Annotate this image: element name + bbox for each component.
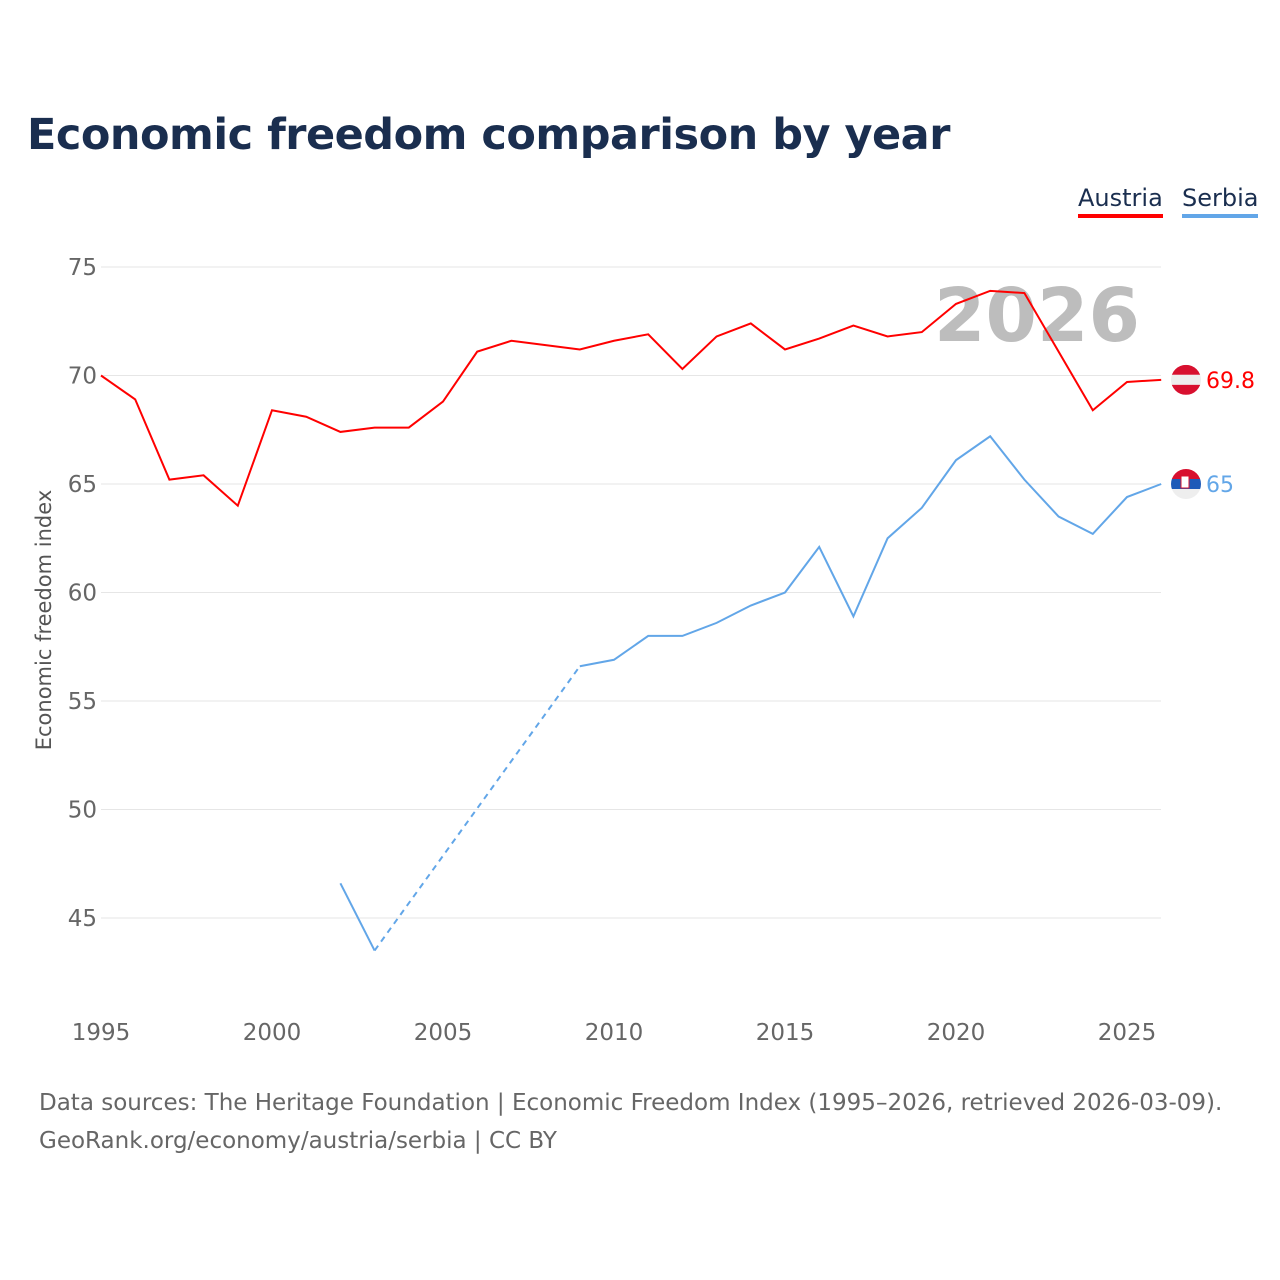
- flag-stripe: [1171, 384, 1201, 395]
- series-line-serbia: [579, 434, 1162, 668]
- legend-austria[interactable]: Austria: [1078, 184, 1163, 218]
- flag-austria-icon: [1171, 364, 1201, 395]
- y-tick-label: 45: [68, 906, 97, 932]
- series-line-serbia: [339, 882, 376, 952]
- flag-stripe: [1171, 374, 1201, 385]
- x-tick-label: 1995: [72, 1020, 131, 1046]
- flag-stripe: [1171, 364, 1201, 375]
- y-tick-label: 55: [68, 689, 97, 715]
- legend-serbia[interactable]: Serbia: [1182, 184, 1259, 218]
- flag-stripe: [1171, 489, 1201, 499]
- y-tick-label: 75: [68, 255, 97, 281]
- x-tick-label: 2020: [927, 1020, 986, 1046]
- flag-emblem: [1180, 475, 1190, 489]
- x-tick-label: 2025: [1098, 1020, 1157, 1046]
- y-tick-label: 50: [68, 798, 97, 824]
- x-tick-label: 2000: [243, 1020, 302, 1046]
- series-gap-serbia: [373, 665, 581, 952]
- chart-title: Economic freedom comparison by year: [27, 110, 950, 160]
- x-tick-label: 2015: [756, 1020, 815, 1046]
- x-tick-label: 2005: [414, 1020, 473, 1046]
- y-tick-label: 65: [68, 472, 97, 498]
- footer-credit: GeoRank.org/economy/austria/serbia | CC …: [39, 1128, 557, 1154]
- x-tick-label: 2010: [585, 1020, 644, 1046]
- flag-serbia-icon: [1171, 469, 1201, 499]
- y-tick-label: 60: [68, 581, 97, 607]
- end-value-label: 65: [1206, 473, 1234, 498]
- flag-stripe: [1171, 469, 1201, 479]
- y-tick-label: 70: [68, 364, 97, 390]
- footer-sources: Data sources: The Heritage Foundation | …: [39, 1090, 1223, 1116]
- series-line-austria: [100, 289, 1162, 508]
- end-value-label: 69.8: [1206, 369, 1255, 394]
